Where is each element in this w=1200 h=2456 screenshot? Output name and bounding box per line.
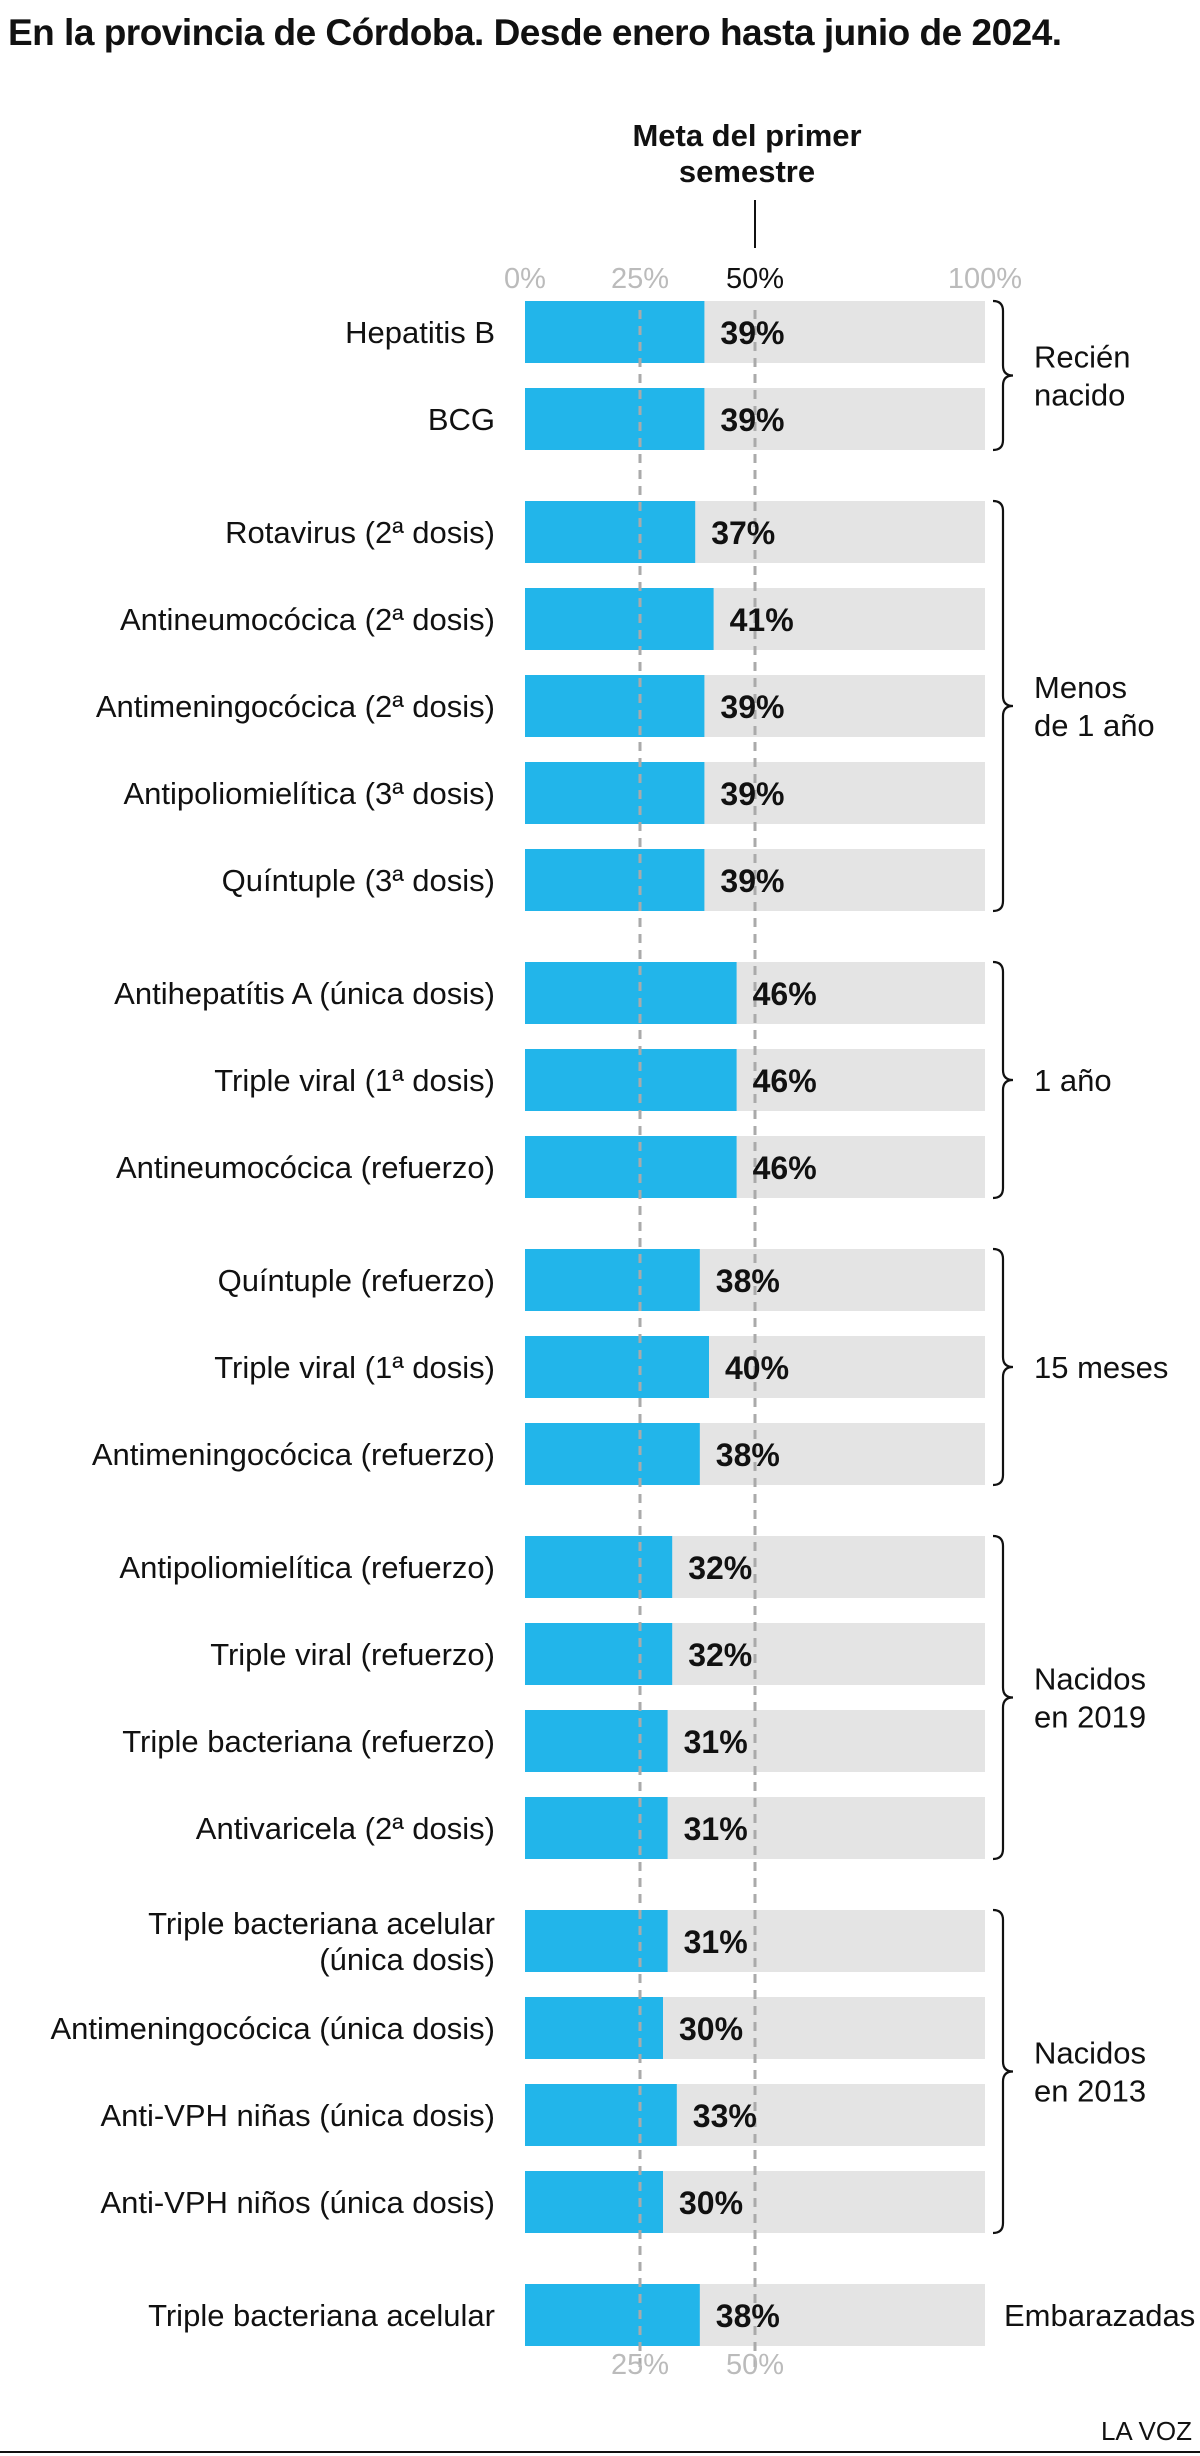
- group-bracket: [992, 960, 1014, 1200]
- value-label: 31%: [684, 1924, 748, 1960]
- value-label: 39%: [720, 402, 784, 438]
- group-label: de 1 año: [1034, 708, 1155, 743]
- category-label: Quíntuple (refuerzo): [218, 1263, 495, 1298]
- value-label: 46%: [753, 1063, 817, 1099]
- group-label: en 2019: [1034, 1700, 1146, 1735]
- bottom-tick-label: 50%: [726, 2349, 784, 2381]
- category-label: Triple viral (1ª dosis): [214, 1063, 495, 1098]
- category-label: Quíntuple (3ª dosis): [222, 863, 495, 898]
- top-tick-label: 25%: [611, 263, 669, 295]
- value-label: 38%: [716, 1263, 780, 1299]
- bar: [525, 675, 705, 737]
- bar: [525, 962, 737, 1024]
- bar: [525, 501, 696, 563]
- value-label: 46%: [753, 1150, 817, 1186]
- bar: [525, 1336, 709, 1398]
- category-label: (única dosis): [319, 1942, 495, 1977]
- value-label: 41%: [730, 602, 794, 638]
- category-label: Antimeningocócica (refuerzo): [92, 1437, 495, 1472]
- bar: [525, 388, 705, 450]
- category-label: Antihepatítis A (única dosis): [114, 976, 495, 1011]
- value-label: 39%: [720, 776, 784, 812]
- bar: [525, 301, 705, 363]
- value-label: 37%: [711, 515, 775, 551]
- value-label: 39%: [720, 863, 784, 899]
- bar: [525, 1423, 700, 1485]
- source-credit: LA VOZ: [1101, 2416, 1192, 2446]
- category-label: Anti-VPH niñas (única dosis): [100, 2098, 495, 2133]
- category-label: Anti-VPH niños (única dosis): [100, 2185, 495, 2220]
- bars: [525, 301, 737, 2346]
- group-label: Recién: [1034, 340, 1131, 375]
- value-label: 38%: [716, 1437, 780, 1473]
- group-bracket: [992, 499, 1014, 913]
- bar: [525, 1910, 668, 1972]
- category-label: Antipoliomielítica (3ª dosis): [123, 776, 495, 811]
- category-label: Antivaricela (2ª dosis): [196, 1811, 495, 1846]
- category-label: BCG: [428, 402, 495, 437]
- value-label: 38%: [716, 2298, 780, 2334]
- goal-label-line: semestre: [679, 154, 815, 189]
- value-label: 31%: [684, 1811, 748, 1847]
- bar: [525, 762, 705, 824]
- bar: [525, 2284, 700, 2346]
- bar: [525, 1136, 737, 1198]
- bottom-tick-label: 25%: [611, 2349, 669, 2381]
- group-label: nacido: [1034, 378, 1125, 413]
- value-label: 30%: [679, 2011, 743, 2047]
- category-label: Antipoliomielítica (refuerzo): [119, 1550, 495, 1585]
- group-label: Embarazadas: [1004, 2298, 1195, 2333]
- bar: [525, 1049, 737, 1111]
- value-label: 33%: [693, 2098, 757, 2134]
- bar: [525, 2171, 663, 2233]
- group-label: Menos: [1034, 670, 1127, 705]
- category-label: Triple viral (refuerzo): [210, 1637, 495, 1672]
- bar: [525, 1536, 673, 1598]
- bar: [525, 1997, 663, 2059]
- category-label: Antimeningocócica (única dosis): [50, 2011, 495, 2046]
- group-label: 15 meses: [1034, 1350, 1168, 1385]
- top-tick-label: 100%: [948, 263, 1022, 295]
- category-label: Triple viral (1ª dosis): [214, 1350, 495, 1385]
- value-label: 31%: [684, 1724, 748, 1760]
- category-label: Antineumocócica (2ª dosis): [120, 602, 495, 637]
- group-label: en 2013: [1034, 2074, 1146, 2109]
- category-label: Antimeningocócica (2ª dosis): [96, 689, 495, 724]
- goal-label-line: Meta del primer: [632, 118, 861, 153]
- value-label: 39%: [720, 689, 784, 725]
- value-label: 40%: [725, 1350, 789, 1386]
- value-label: 32%: [688, 1637, 752, 1673]
- value-label: 46%: [753, 976, 817, 1012]
- category-label: Antineumocócica (refuerzo): [116, 1150, 495, 1185]
- group-bracket: [992, 1534, 1014, 1861]
- bar: [525, 1623, 673, 1685]
- bar: [525, 588, 714, 650]
- group-bracket: [992, 1908, 1014, 2235]
- category-label: Triple bacteriana (refuerzo): [122, 1724, 495, 1759]
- chart-title: En la provincia de Córdoba. Desde enero …: [8, 12, 1062, 53]
- group-label: 1 año: [1034, 1063, 1112, 1098]
- group-bracket: [992, 299, 1014, 452]
- value-label: 39%: [720, 315, 784, 351]
- category-label: Hepatitis B: [345, 315, 495, 350]
- bar: [525, 2084, 677, 2146]
- bar: [525, 1797, 668, 1859]
- category-label: Triple bacteriana acelular: [148, 1906, 495, 1941]
- group-bracket: [992, 1247, 1014, 1487]
- group-label: Nacidos: [1034, 1662, 1146, 1697]
- value-label: 32%: [688, 1550, 752, 1586]
- group-label: Nacidos: [1034, 2036, 1146, 2071]
- category-label: Rotavirus (2ª dosis): [225, 515, 495, 550]
- top-tick-label: 50%: [726, 263, 784, 295]
- bar: [525, 849, 705, 911]
- top-tick-label: 0%: [504, 263, 546, 295]
- bar: [525, 1710, 668, 1772]
- category-label: Triple bacteriana acelular: [148, 2298, 495, 2333]
- bar: [525, 1249, 700, 1311]
- value-label: 30%: [679, 2185, 743, 2221]
